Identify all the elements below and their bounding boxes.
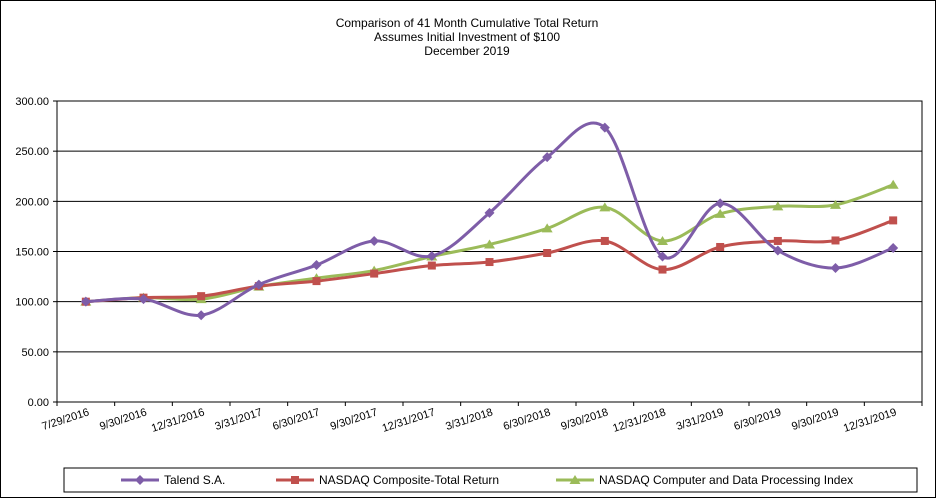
y-axis-ticks: 0.00 50.00 100.00 150.00 200.00 250.00 300.00 [15,96,57,409]
series-0-point-13 [830,263,841,274]
x-tick-label-0: 7/29/2016 [41,406,91,433]
series-group [80,121,899,321]
series-0-point-5 [369,235,380,246]
y-tick-label-0: 0.00 [28,397,49,409]
y-tick-label-2: 100.00 [15,297,49,309]
series-0-point-6 [426,251,437,262]
series-0-point-12 [772,245,783,256]
series-2-point-10 [657,235,668,245]
legend-label-0: Talend S.A. [164,473,225,487]
series-1-point-5 [370,269,379,278]
legend-marker-2 [569,475,581,484]
x-tick-label-11: 3/31/2019 [675,406,725,433]
series-2-point-7 [484,239,495,249]
x-tick-label-14: 12/31/2019 [842,406,898,434]
series-0-point-3 [253,279,264,290]
series-0-point-8 [542,152,553,163]
series-1-point-10 [658,265,667,274]
series-1-point-12 [773,236,782,245]
gridlines [56,100,923,403]
series-line-0 [85,121,894,317]
x-tick-label-10: 12/31/2018 [611,406,667,434]
x-tick-label-3: 3/31/2017 [214,406,264,433]
chart-title-line-3: December 2019 [424,44,510,58]
legend-box [63,467,918,493]
y-tick-label-1: 50.00 [21,347,49,359]
series-1-point-9 [600,236,609,245]
series-0-point-14 [888,242,899,253]
series-0-point-1 [138,294,149,305]
legend: Talend S.A. NASDAQ Composite-Total Return… [63,467,918,493]
series-0-point-9 [599,122,610,133]
series-2-point-13 [830,199,841,209]
x-axis-ticks: 7/29/2016 9/30/2016 12/31/2016 3/31/2017 6/3… [41,402,923,435]
series-0 [80,121,899,321]
legend-marker-1 [291,476,299,484]
legend-label-1: NASDAQ Composite-Total Return [319,473,499,487]
chart-title: Comparison of 41 Month Cumulative Total … [336,16,599,58]
series-1-point-4 [312,277,321,286]
chart-title-line-2: Assumes Initial Investment of $100 [374,30,560,44]
series-1-point-14 [889,216,898,225]
x-tick-label-7: 3/31/2018 [444,406,494,433]
legend-marker-0 [135,475,145,485]
x-tick-label-1: 9/30/2016 [98,406,148,433]
series-0-point-11 [715,198,726,209]
x-tick-label-12: 6/30/2019 [733,406,783,433]
y-tick-label-4: 200.00 [15,196,49,208]
series-0-point-4 [311,260,322,271]
x-tick-label-2: 12/31/2016 [150,406,206,434]
x-tick-label-9: 9/30/2018 [560,406,610,433]
x-tick-label-6: 12/31/2017 [381,406,437,434]
series-1-point-13 [831,236,840,245]
series-1-point-8 [543,249,552,258]
x-tick-label-13: 9/30/2019 [790,406,840,433]
x-tick-label-5: 9/30/2017 [329,406,379,433]
series-1-point-11 [716,242,725,251]
series-0-point-2 [196,310,207,321]
series-1 [81,216,898,306]
series-1-point-7 [485,258,494,267]
y-tick-label-6: 300.00 [15,96,49,108]
y-tick-label-3: 150.00 [15,247,49,259]
series-2-point-8 [541,223,553,233]
legend-label-2: NASDAQ Computer and Data Processing Inde… [599,473,853,487]
series-1-point-2 [197,292,206,301]
series-1-point-6 [427,261,436,270]
series-line-2 [85,183,894,304]
series-0-point-7 [484,207,495,218]
series-2-point-14 [887,179,899,189]
y-tick-label-5: 250.00 [15,146,49,158]
series-2-point-12 [772,201,784,211]
x-tick-label-4: 6/30/2017 [271,406,321,433]
chart-title-line-1: Comparison of 41 Month Cumulative Total … [336,16,599,30]
series-2-point-11 [714,208,726,218]
series-2-point-9 [599,202,611,212]
x-tick-label-8: 6/30/2018 [502,406,552,433]
series-0-point-0 [80,296,91,307]
series-0-point-10 [657,251,668,262]
